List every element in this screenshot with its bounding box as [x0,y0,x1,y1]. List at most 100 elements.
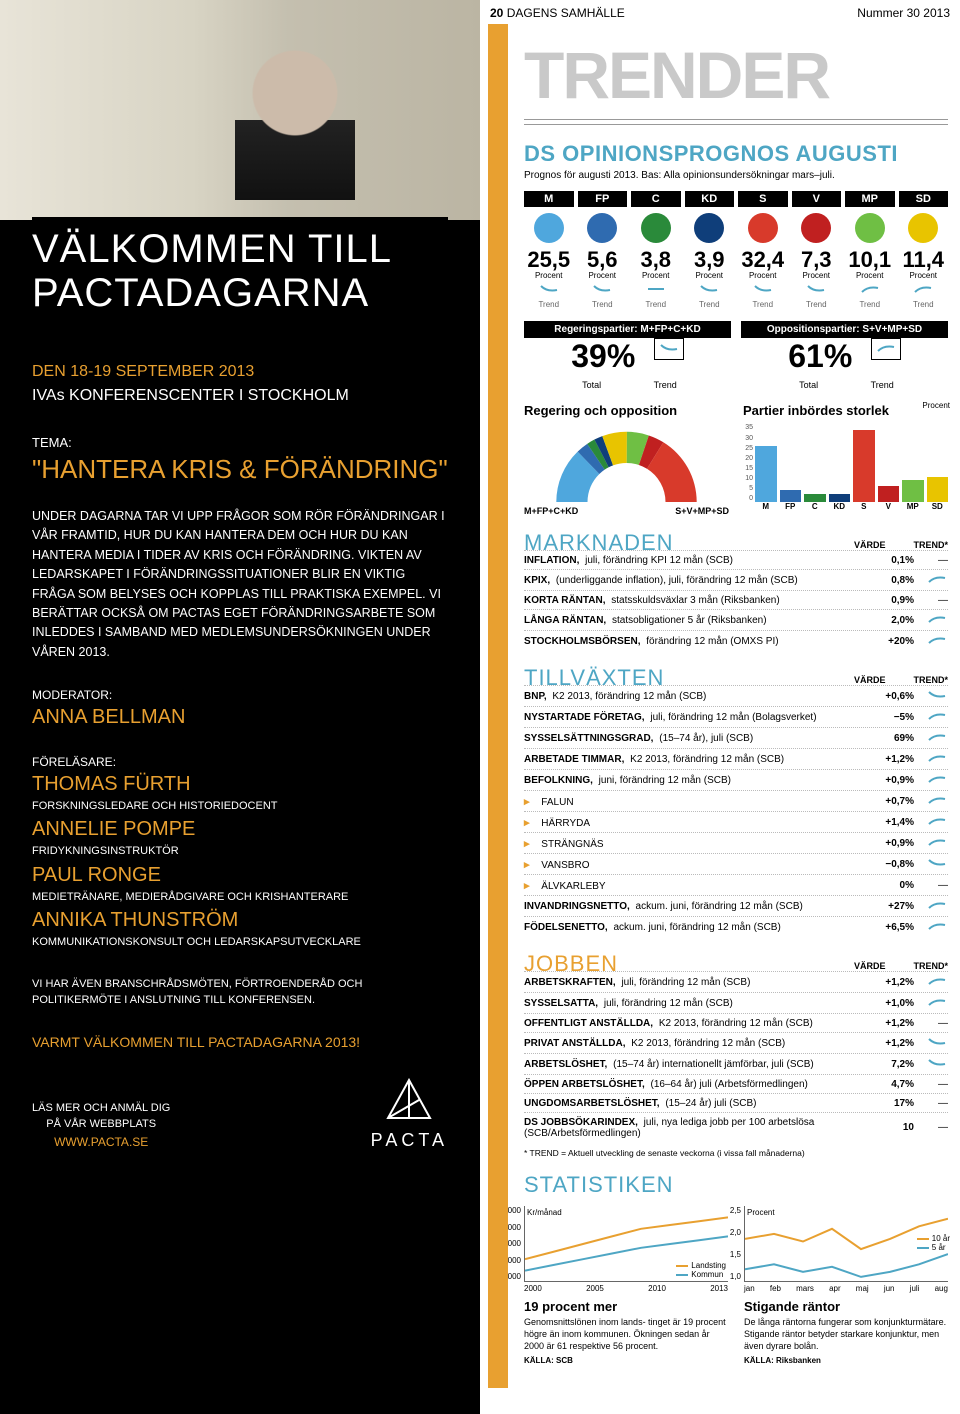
trend-icon [914,574,948,587]
legend-item: 5 år [917,1243,950,1252]
trend-icon [631,284,681,298]
stat-value: +1,2% [860,754,914,765]
trend-icon [914,690,948,703]
stat-value: +0,9% [860,838,914,849]
rule [524,124,948,125]
party-value: 11,4 [899,249,949,271]
ad-headline: VÄLKOMMEN TILL PACTADAGARNA [32,227,448,315]
trend-icon: — [914,1122,948,1133]
party-logo-icon [855,213,885,243]
semicircle-chart [524,424,729,502]
col-header: TREND* [913,540,948,550]
page-header: 20 DAGENS SAMHÄLLE Nummer 30 2013 [480,0,960,24]
stat-value: +0,6% [860,691,914,702]
stat-value: 7,2% [860,1059,914,1070]
trend-icon [578,284,628,298]
stat-row: KPIX, (underliggande inflation), juli, f… [524,569,948,590]
bar-label: M [755,502,777,511]
party-logo-icon [641,213,671,243]
party-value: 3,9 [685,249,735,271]
trend-icon [914,753,948,766]
pct-label: Procent [922,401,950,410]
coalition-opp: Oppositionspartier: S+V+MP+SD 61% Total … [741,321,948,393]
bar-label: KD [829,502,851,511]
trend-icon [914,900,948,913]
stat-row: UNGDOMSARBETSLÖSHET, (15–24 år) juli (SC… [524,1093,948,1112]
panel-title: Regering och opposition [524,403,729,418]
party-value: 25,5 [524,249,574,271]
ad-also: VI HAR ÄVEN BRANSCHRÅDSMÖTEN, FÖRTROENDE… [32,977,448,1009]
stat-value: +0,7% [860,796,914,807]
party-logo-icon [801,213,831,243]
trend-label: Trend [631,300,681,309]
chart-salaries: 35 00030 00025 00020 00015000LandstingKo… [524,1206,728,1365]
bar-label: SD [927,502,949,511]
trend-icon: — [914,880,948,891]
ad-pactadagarna: VÄLKOMMEN TILL PACTADAGARNA DEN 18-19 SE… [0,0,480,1414]
party-bar-chart: 35302520151050 [743,424,948,502]
stat-value: −0,8% [860,859,914,870]
stat-row: ARBETADE TIMMAR, K2 2013, förändring 12 … [524,748,948,769]
chart-source: KÄLLA: Riksbanken [744,1356,948,1365]
stat-value: 4,7% [860,1079,914,1090]
ad-url[interactable]: WWW.PACTA.SE [54,1135,148,1149]
total-label: Total [582,380,601,390]
party-value: 3,8 [631,249,681,271]
bar-M [755,446,777,503]
trend-icon [899,284,949,298]
publication-name: DAGENS SAMHÄLLE [507,6,625,20]
party-value: 5,6 [578,249,628,271]
trend-icon [524,284,574,298]
issue: Nummer 30 2013 [857,6,950,20]
chart-body: De långa räntorna fungerar som konjunktu… [744,1317,948,1352]
trend-icon [914,614,948,627]
procent-label: Procent [578,271,628,280]
panel-title: Partier inbördes storlek [743,403,948,418]
coalition-label: M+FP+C+KD [524,506,578,516]
ad-date: DEN 18-19 SEPTEMBER 2013 [32,363,448,381]
party-logo-icon [534,213,564,243]
bullet-icon: ▸ [524,838,530,850]
bar-label: MP [902,502,924,511]
chart-headline: Stigande räntor [744,1299,948,1314]
stat-row: PRIVAT ANSTÄLLDA, K2 2013, förändring 12… [524,1032,948,1053]
ad-anmal-line: PÅ VÅR WEBBPLATS [46,1118,156,1130]
stat-value: 69% [860,733,914,744]
trend-icon [914,711,948,724]
bar-V [878,486,900,502]
speaker-name: ANNELIE POMPE [32,818,448,841]
trend-icon [914,837,948,850]
stat-row: ÖPPEN ARBETSLÖSHET, (16–64 år) juli (Arb… [524,1074,948,1093]
trend-icon: — [914,595,948,606]
ad-anmal-line: LÄS MER OCH ANMÄL DIG [32,1102,170,1114]
party-value: 10,1 [845,249,895,271]
bar-SD [927,477,949,502]
trend-icon [914,858,948,871]
trend-label: Trend [899,300,949,309]
bullet-icon: ▸ [524,880,530,892]
bullet-icon: ▸ [524,859,530,871]
stat-row: STOCKHOLMSBÖRSEN, förändring 12 mån (OMX… [524,630,948,651]
party-cell-KD: KD 3,9 Procent Trend [685,191,735,309]
bar-label: S [853,502,875,511]
stat-row: ▸ VANSBRO −0,8% [524,853,948,874]
total-label: Total [799,380,818,390]
stat-row: SYSSELSATTA, juli, förändring 12 mån (SC… [524,992,948,1013]
trend-label: Trend [871,380,894,390]
masthead: TRENDER [524,46,948,105]
party-code: SD [899,191,949,207]
coalition-pct: 39% [571,338,635,374]
ad-headline-line: VÄLKOMMEN TILL [32,227,392,271]
stat-value: −5% [860,712,914,723]
stat-row: SYSSELSÄTTNINGSGRAD, (15–74 år), juli (S… [524,727,948,748]
folio: 20 [490,6,503,20]
party-code: V [792,191,842,207]
party-value: 7,3 [792,249,842,271]
party-logo-icon [587,213,617,243]
speaker-desc: FRIDYKNINGSINSTRUKTÖR [32,844,448,859]
bar-FP [780,490,802,502]
stat-row: BEFOLKNING, juni, förändring 12 mån (SCB… [524,769,948,790]
trend-icon [914,921,948,934]
speaker-name: PAUL RONGE [32,864,448,887]
procent-label: Procent [845,271,895,280]
